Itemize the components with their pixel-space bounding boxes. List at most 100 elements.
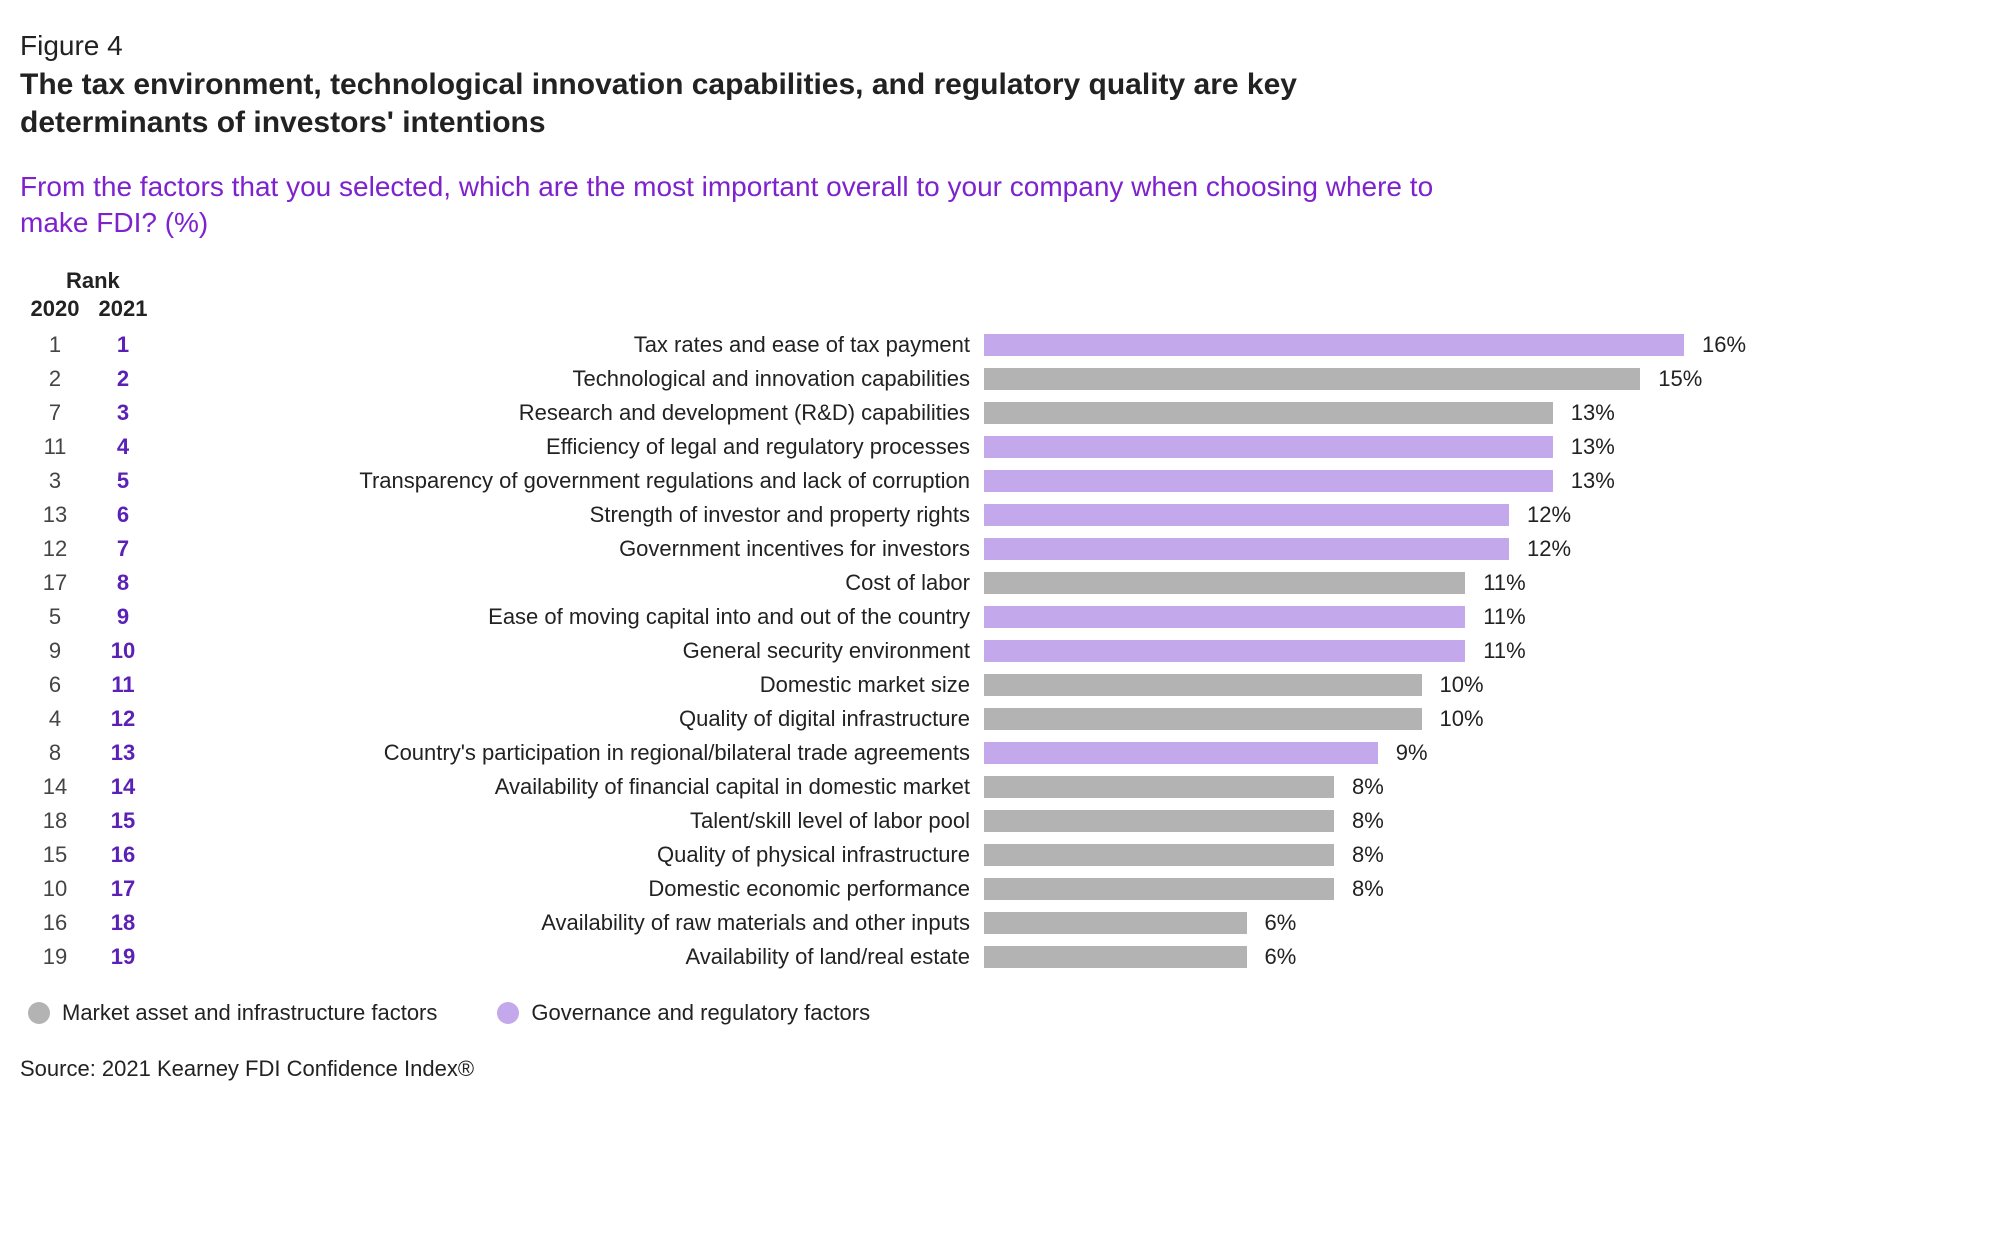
rank-2020: 11	[28, 434, 82, 460]
bar	[984, 606, 1465, 628]
bar	[984, 538, 1509, 560]
bar-area: 15%	[984, 368, 1764, 390]
rank-2021: 2	[96, 366, 150, 392]
chart-row: 1618Availability of raw materials and ot…	[20, 906, 1980, 940]
factor-label: Efficiency of legal and regulatory proce…	[150, 434, 984, 460]
factor-label: Ease of moving capital into and out of t…	[150, 604, 984, 630]
bar	[984, 742, 1378, 764]
legend-swatch-market	[28, 1002, 50, 1024]
bar-area: 12%	[984, 538, 1764, 560]
bar-area: 9%	[984, 742, 1764, 764]
rank-2021: 10	[96, 638, 150, 664]
bar	[984, 878, 1334, 900]
rank-2021: 8	[96, 570, 150, 596]
rank-2021: 11	[96, 672, 150, 698]
rank-2020: 3	[28, 468, 82, 494]
chart-row: 1919Availability of land/real estate6%	[20, 940, 1980, 974]
bar-area: 8%	[984, 878, 1764, 900]
bar-area: 10%	[984, 674, 1764, 696]
legend-label-governance: Governance and regulatory factors	[531, 1000, 870, 1026]
rank-2021: 7	[96, 536, 150, 562]
rank-2021: 3	[96, 400, 150, 426]
rank-2020: 7	[28, 400, 82, 426]
chart-row: 1516Quality of physical infrastructure8%	[20, 838, 1980, 872]
bar-area: 6%	[984, 946, 1764, 968]
bar	[984, 640, 1465, 662]
rank-2020: 4	[28, 706, 82, 732]
rank-2021: 15	[96, 808, 150, 834]
bar-value: 10%	[1440, 672, 1484, 698]
factor-label: Tax rates and ease of tax payment	[150, 332, 984, 358]
bar-value: 9%	[1396, 740, 1428, 766]
factor-label: Quality of digital infrastructure	[150, 706, 984, 732]
legend-item-market: Market asset and infrastructure factors	[28, 1000, 437, 1026]
chart-rows: 11 Tax rates and ease of tax payment 16% 22…	[20, 328, 1980, 974]
legend-label-market: Market asset and infrastructure factors	[62, 1000, 437, 1026]
bar-area: 8%	[984, 844, 1764, 866]
bar-area: 8%	[984, 810, 1764, 832]
bar	[984, 810, 1334, 832]
bar-value: 16%	[1702, 332, 1746, 358]
rank-2020: 5	[28, 604, 82, 630]
bar-value: 8%	[1352, 876, 1384, 902]
chart-row: 813Country's participation in regional/b…	[20, 736, 1980, 770]
chart-row: 1414Availability of financial capital in…	[20, 770, 1980, 804]
bar	[984, 912, 1247, 934]
bar-value: 8%	[1352, 808, 1384, 834]
rank-header-years: 2020 2021	[28, 296, 150, 322]
bar-area: 10%	[984, 708, 1764, 730]
rank-2020: 18	[28, 808, 82, 834]
rank-year-2020: 2020	[28, 296, 82, 322]
rank-2020: 13	[28, 502, 82, 528]
factor-label: Talent/skill level of labor pool	[150, 808, 984, 834]
bar-value: 13%	[1571, 468, 1615, 494]
rank-2021: 5	[96, 468, 150, 494]
legend-swatch-governance	[497, 1002, 519, 1024]
chart-row: 114Efficiency of legal and regulatory pr…	[20, 430, 1980, 464]
bar-value: 13%	[1571, 400, 1615, 426]
factor-label: Availability of financial capital in dom…	[150, 774, 984, 800]
legend: Market asset and infrastructure factors …	[20, 1000, 1980, 1026]
bar	[984, 572, 1465, 594]
bar	[984, 334, 1684, 356]
source-line: Source: 2021 Kearney FDI Confidence Inde…	[20, 1056, 1980, 1082]
rank-2020: 19	[28, 944, 82, 970]
bar-value: 10%	[1440, 706, 1484, 732]
bar	[984, 470, 1553, 492]
rank-2020: 6	[28, 672, 82, 698]
figure-title: The tax environment, technological innov…	[20, 66, 1460, 141]
rank-2021: 19	[96, 944, 150, 970]
chart-row: 22Technological and innovation capabilit…	[20, 362, 1980, 396]
rank-2021: 9	[96, 604, 150, 630]
factor-label: Technological and innovation capabilitie…	[150, 366, 984, 392]
chart-row: 73Research and development (R&D) capabil…	[20, 396, 1980, 430]
rank-2021: 18	[96, 910, 150, 936]
bar-value: 15%	[1658, 366, 1702, 392]
bar-value: 8%	[1352, 842, 1384, 868]
bar-area: 11%	[984, 606, 1764, 628]
chart-row: 11Tax rates and ease of tax payment16%	[20, 328, 1980, 362]
rank-header: Rank 2020 2021	[20, 268, 1980, 322]
bar-value: 8%	[1352, 774, 1384, 800]
rank-2020: 10	[28, 876, 82, 902]
factor-label: Quality of physical infrastructure	[150, 842, 984, 868]
figure-label: Figure 4	[20, 30, 1980, 62]
chart-row: 611Domestic market size10%	[20, 668, 1980, 702]
factor-label: General security environment	[150, 638, 984, 664]
factor-label: Availability of land/real estate	[150, 944, 984, 970]
rank-2021: 17	[96, 876, 150, 902]
rank-2021: 6	[96, 502, 150, 528]
bar-value: 12%	[1527, 502, 1571, 528]
figure-container: Figure 4 The tax environment, technologi…	[0, 0, 2000, 1102]
rank-2021: 13	[96, 740, 150, 766]
legend-item-governance: Governance and regulatory factors	[497, 1000, 870, 1026]
bar-area: 11%	[984, 572, 1764, 594]
chart-row: 18 15Talent/skill level of labor pool 8%	[20, 804, 1980, 838]
bar-value: 6%	[1265, 910, 1297, 936]
bar-area: 13%	[984, 436, 1764, 458]
chart-row: 35Transparency of government regulations…	[20, 464, 1980, 498]
bar-area: 16%	[984, 334, 1764, 356]
rank-2020: 15	[28, 842, 82, 868]
factor-label: Cost of labor	[150, 570, 984, 596]
rank-2020: 14	[28, 774, 82, 800]
